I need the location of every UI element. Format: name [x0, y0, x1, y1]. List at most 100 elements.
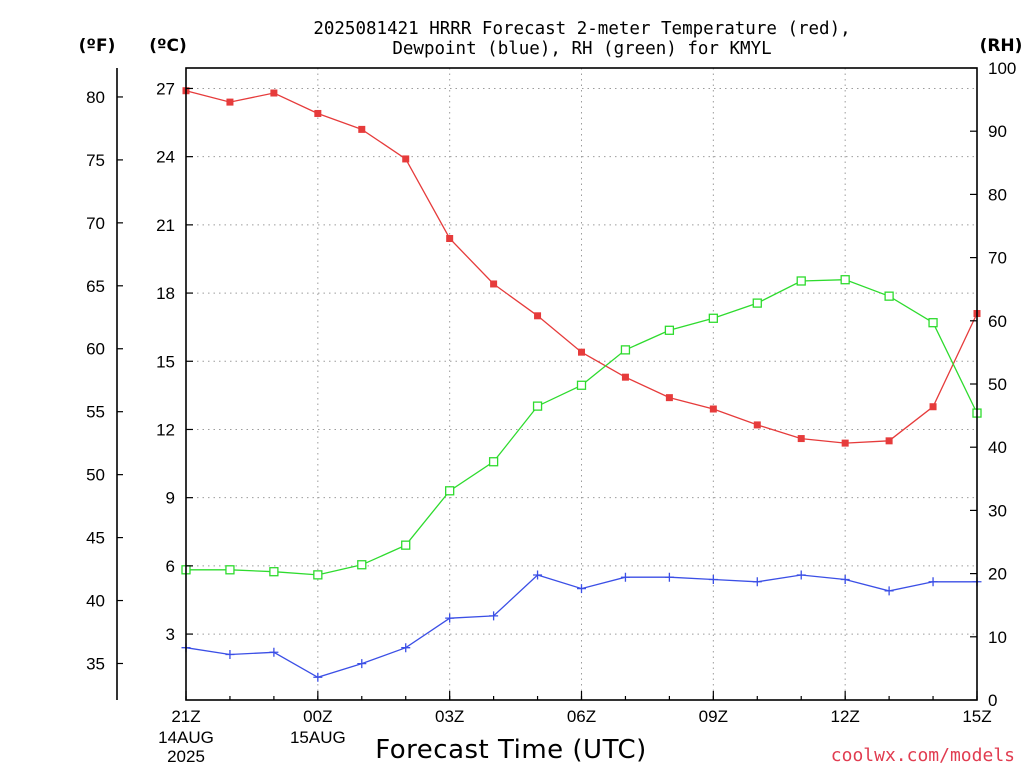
rh-tick-label: 20: [988, 565, 1007, 584]
rh-point: [884, 291, 894, 301]
fahrenheit-tick-label: 65: [86, 277, 105, 296]
temperature-point: [621, 373, 629, 381]
rh-point: [928, 318, 938, 328]
fahrenheit-tick-label: 75: [86, 151, 105, 170]
x-tick-label: 03Z: [435, 707, 464, 726]
x-tick-label: 12Z: [831, 707, 860, 726]
rh-tick-label: 50: [988, 375, 1007, 394]
dewpoint-point: [884, 586, 894, 596]
rh-point: [620, 345, 631, 355]
temperature-point: [358, 125, 366, 133]
temperature-point: [929, 403, 937, 411]
rh-tick-label: 70: [988, 249, 1007, 268]
rh-point: [445, 486, 455, 496]
temperature-point: [797, 435, 805, 443]
celsius-tick-label: 27: [156, 79, 175, 98]
fahrenheit-tick-label: 70: [86, 214, 105, 233]
rh-point: [576, 380, 587, 390]
dewpoint-point: [664, 572, 674, 582]
dewpoint-point: [928, 577, 938, 587]
dewpoint-point: [313, 672, 323, 682]
fahrenheit-tick-label: 55: [86, 403, 105, 422]
rh-point: [664, 325, 675, 335]
dewpoint-point: [489, 611, 499, 621]
x-tick-label: 06Z: [567, 707, 596, 726]
temperature-point: [534, 312, 542, 320]
dewpoint-point: [445, 613, 455, 623]
dewpoint-point: [620, 572, 630, 582]
celsius-tick-label: 21: [156, 216, 175, 235]
fahrenheit-tick-label: 50: [86, 466, 105, 485]
temperature-point: [446, 235, 454, 243]
dewpoint-point: [533, 570, 543, 580]
dewpoint-point: [577, 584, 586, 594]
celsius-tick-label: 15: [156, 352, 175, 371]
celsius-tick-label: 12: [156, 420, 175, 439]
rh-point: [401, 540, 411, 550]
x-tick-label: 21Z: [171, 707, 200, 726]
dewpoint-point: [357, 659, 367, 669]
dewpoint-point: [225, 650, 235, 660]
temperature-point: [402, 155, 410, 163]
dewpoint-point: [708, 575, 718, 585]
rh-tick-label: 10: [988, 628, 1007, 647]
rh-point: [488, 457, 499, 467]
rh-point: [796, 276, 806, 286]
dewpoint-point: [840, 575, 850, 585]
fahrenheit-tick-label: 40: [86, 592, 105, 611]
rh-point: [313, 570, 323, 580]
celsius-tick-label: 18: [156, 284, 175, 303]
x-tick-label: 09Z: [699, 707, 728, 726]
fahrenheit-tick-label: 60: [86, 340, 105, 359]
x-axis-title: Forecast Time (UTC): [375, 735, 647, 765]
x-tick-date-label: 14AUG: [158, 728, 214, 747]
rh-tick-label: 0: [988, 691, 997, 710]
temperature-point: [841, 439, 849, 447]
temperature-point: [753, 421, 761, 429]
rh-tick-label: 30: [988, 501, 1007, 520]
fahrenheit-tick-label: 80: [86, 88, 105, 107]
dewpoint-point: [401, 643, 411, 653]
celsius-tick-label: 24: [156, 148, 175, 167]
x-tick-date-label: 2025: [167, 747, 205, 766]
x-tick-label: 00Z: [303, 707, 332, 726]
temperature-point: [490, 280, 498, 288]
rh-tick-label: 90: [988, 122, 1007, 141]
x-tick-label: 15Z: [962, 707, 991, 726]
data-series: [181, 87, 982, 682]
celsius-axis-unit: (ºC): [149, 36, 187, 56]
x-tick-date-label: 15AUG: [290, 728, 346, 747]
dewpoint-point: [796, 570, 806, 580]
axes: 3 6 9 12 15 18 21 24 27 35 40 45 50 55 60 65 70 75 80 0 10 20…: [86, 59, 1016, 766]
temperature-point: [665, 394, 673, 402]
dewpoint-point: [752, 577, 762, 587]
rh-point: [357, 560, 367, 570]
dewpoint-point: [269, 647, 279, 657]
rh-axis-unit: (RH): [980, 36, 1023, 56]
temperature-point: [709, 405, 717, 413]
rh-tick-label: 60: [988, 312, 1007, 331]
temperature-point: [270, 89, 278, 97]
temperature-point: [578, 348, 585, 356]
rh-point: [752, 298, 762, 308]
fahrenheit-tick-label: 35: [86, 654, 105, 673]
celsius-tick-label: 6: [166, 557, 175, 576]
rh-point: [708, 313, 718, 323]
rh-point: [269, 567, 279, 577]
celsius-tick-label: 3: [166, 625, 175, 644]
rh-point: [225, 565, 235, 575]
chart-title-line-1: 2025081421 HRRR Forecast 2-meter Tempera…: [313, 19, 850, 39]
chart-title-line-2: Dewpoint (blue), RH (green) for KMYL: [392, 39, 771, 59]
fahrenheit-tick-label: 45: [86, 529, 105, 548]
rh-tick-label: 100: [988, 59, 1016, 78]
temperature-point: [314, 109, 322, 117]
rh-point: [532, 401, 543, 411]
temperature-point: [226, 98, 234, 106]
rh-tick-label: 40: [988, 438, 1007, 457]
rh-point: [840, 275, 850, 285]
rh-tick-label: 80: [988, 185, 1007, 204]
celsius-tick-label: 9: [166, 489, 175, 508]
